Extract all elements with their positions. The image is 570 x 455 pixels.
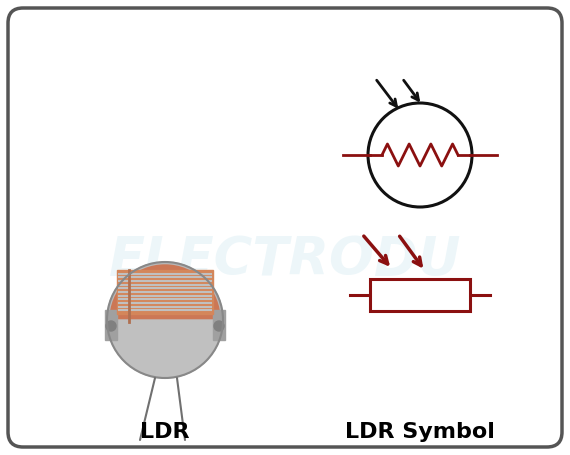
Circle shape <box>106 321 116 331</box>
Bar <box>105 310 117 340</box>
Circle shape <box>214 321 224 331</box>
Text: LDR: LDR <box>140 422 190 442</box>
Wedge shape <box>110 265 220 320</box>
Bar <box>370 279 470 311</box>
Bar <box>117 270 213 314</box>
Wedge shape <box>108 320 222 377</box>
Circle shape <box>107 262 223 378</box>
Bar <box>213 310 225 340</box>
FancyBboxPatch shape <box>8 8 562 447</box>
Text: ELECTRODU: ELECTRODU <box>109 234 461 286</box>
Text: LDR Symbol: LDR Symbol <box>345 422 495 442</box>
